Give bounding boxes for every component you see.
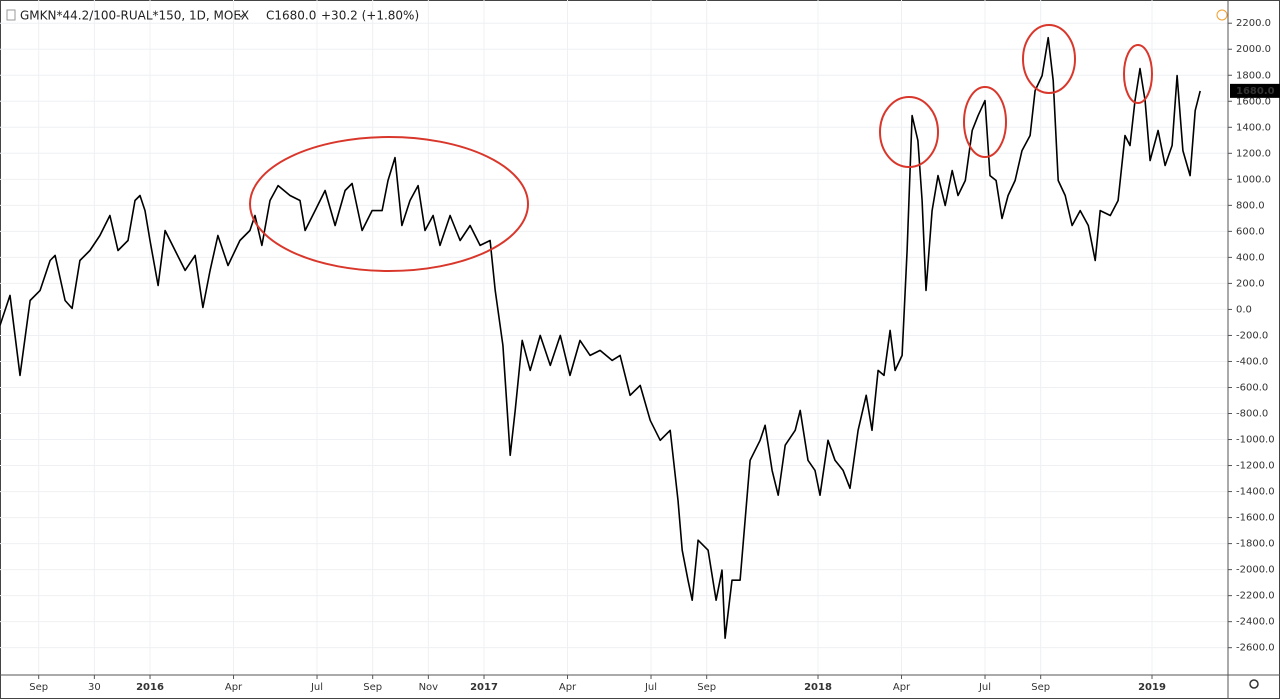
dropdown-icon[interactable] <box>237 13 245 18</box>
y-tick-label: 2000.0 <box>1236 44 1271 55</box>
highlight-ellipse <box>249 136 529 272</box>
y-tick-label: 800.0 <box>1236 200 1265 211</box>
y-tick-label: -1800.0 <box>1236 539 1275 550</box>
grid <box>0 0 1228 675</box>
y-tick-label: -600.0 <box>1236 382 1268 393</box>
x-tick-label: Apr <box>559 682 577 693</box>
y-tick-label: -2400.0 <box>1236 617 1275 628</box>
y-tick-label: 0.0 <box>1236 304 1252 315</box>
y-tick-label: -1400.0 <box>1236 487 1275 498</box>
y-tick-label: 1200.0 <box>1236 148 1271 159</box>
x-tick-label: Apr <box>893 682 911 693</box>
y-tick-label: 2200.0 <box>1236 18 1271 29</box>
plot <box>0 36 1201 639</box>
symbol-icon <box>6 9 16 21</box>
y-tick-label: -2000.0 <box>1236 565 1275 576</box>
y-tick-label: 600.0 <box>1236 226 1265 237</box>
x-tick-label: 30 <box>88 682 101 693</box>
x-tick-label: Jul <box>310 682 323 693</box>
axis-labels: 2200.0 2000.0 1800.0 1600.0 1400.0 1200.0 1000… <box>29 18 1280 693</box>
change-label: +30.2 (+1.80%) <box>321 9 419 23</box>
x-tick-label: Jul <box>978 682 991 693</box>
y-tick-label: -2200.0 <box>1236 591 1275 602</box>
x-tick-label: Sep <box>1031 682 1050 693</box>
highlight-ellipse <box>879 96 939 168</box>
last-price-box <box>1230 83 1280 98</box>
y-tick-label: -400.0 <box>1236 356 1268 367</box>
x-tick-label: Sep <box>29 682 48 693</box>
chart-title: GMKN*44.2/100-RUAL*150, 1D, MOEX <box>20 9 249 23</box>
x-tick-label: Jul <box>644 682 657 693</box>
close-label: C1680.0 <box>266 9 316 23</box>
x-tick-label: 2016 <box>136 682 164 693</box>
last-price-label: 1680.0 <box>1236 86 1275 97</box>
highlight-ellipse <box>1123 44 1153 104</box>
y-tick-label: 1600.0 <box>1236 96 1271 107</box>
y-tick-label: 1800.0 <box>1236 70 1271 81</box>
price-line <box>0 36 1201 639</box>
y-tick-label: -1000.0 <box>1236 435 1275 446</box>
y-tick-label: -1600.0 <box>1236 513 1275 524</box>
y-tick-label: 1000.0 <box>1236 174 1271 185</box>
y-tick-label: -1200.0 <box>1236 461 1275 472</box>
y-tick-label: -800.0 <box>1236 409 1268 420</box>
y-tick-label: 1400.0 <box>1236 122 1271 133</box>
highlight-ellipse <box>1022 24 1076 94</box>
x-tick-label: Sep <box>697 682 716 693</box>
x-tick-label: 2019 <box>1138 682 1166 693</box>
annotations <box>249 24 1153 272</box>
x-tick-label: Nov <box>419 682 439 693</box>
x-tick-label: 2017 <box>470 682 498 693</box>
settings-icon[interactable] <box>1249 679 1259 689</box>
info-icon[interactable] <box>1216 9 1228 21</box>
highlight-ellipse <box>963 86 1007 158</box>
y-tick-label: 400.0 <box>1236 252 1265 263</box>
y-tick-label: 200.0 <box>1236 278 1265 289</box>
x-tick-label: Sep <box>363 682 382 693</box>
x-tick-label: 2018 <box>804 682 832 693</box>
x-tick-label: Apr <box>225 682 243 693</box>
y-tick-label: -200.0 <box>1236 330 1268 341</box>
y-tick-label: -2600.0 <box>1236 643 1275 654</box>
